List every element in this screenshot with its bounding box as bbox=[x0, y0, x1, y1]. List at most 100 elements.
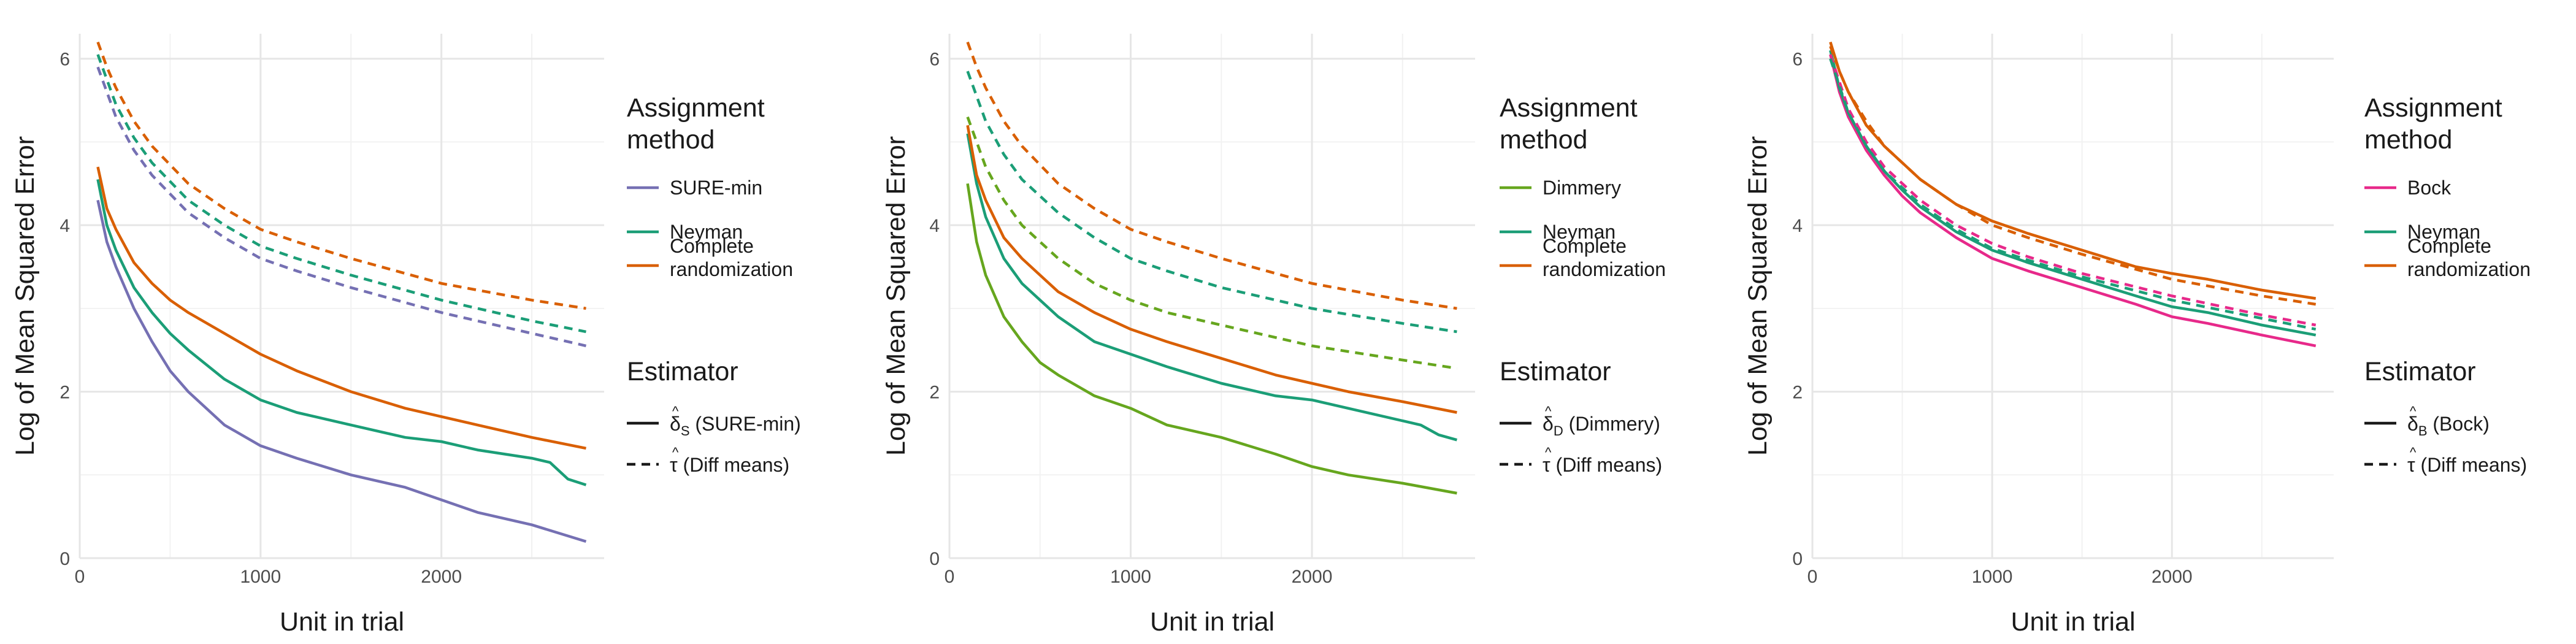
estimator-spacer bbox=[2428, 413, 2433, 435]
y-tick-label: 4 bbox=[929, 216, 940, 236]
legend-label: Complete bbox=[670, 235, 754, 257]
series-line-bock-dashed bbox=[1829, 54, 2317, 327]
series-line-dimmery-dashed bbox=[966, 116, 1457, 370]
x-tick-label: 1000 bbox=[1110, 567, 1151, 587]
series-line-complete-randomization-dashed bbox=[96, 41, 586, 310]
x-tick-label: 2000 bbox=[421, 567, 462, 587]
series-line-neyman-solid bbox=[966, 133, 1458, 442]
y-axis-title: Log of Mean Squared Error bbox=[881, 136, 911, 456]
x-tick-label: 0 bbox=[1807, 567, 1818, 587]
series-line-neyman-solid bbox=[96, 179, 587, 486]
series-line-complete-randomization-dashed bbox=[1829, 45, 2317, 306]
legend-label: randomization bbox=[2407, 258, 2531, 280]
legend-title: method bbox=[1500, 125, 1587, 155]
legend-estimator-title: Estimator bbox=[2364, 357, 2476, 386]
x-tick-label: 2000 bbox=[2152, 567, 2193, 587]
y-tick-label: 6 bbox=[929, 50, 940, 70]
legend-title: method bbox=[627, 125, 715, 155]
estimator-hat: ^ bbox=[672, 404, 679, 419]
x-tick-label: 1000 bbox=[1972, 567, 2013, 587]
estimator-symbol: τ bbox=[1543, 454, 1551, 476]
series-line-complete-randomization-dashed bbox=[966, 41, 1457, 310]
series-line-dimmery-solid bbox=[966, 183, 1457, 495]
legend-title: Assignment bbox=[1500, 93, 1638, 123]
chart-panel-3: 0 1000 2000 0 2 4 6 Unit in trial Log of Mean Sq… bbox=[1743, 34, 2531, 637]
legend-title: Assignment bbox=[2364, 93, 2502, 123]
legend-label: SURE-min bbox=[670, 177, 762, 199]
y-tick-label: 0 bbox=[59, 549, 70, 569]
estimator-hat: ^ bbox=[1545, 404, 1552, 419]
series-line-neyman-dashed bbox=[1829, 58, 2317, 331]
y-axis-title: Log of Mean Squared Error bbox=[1743, 136, 1773, 456]
y-tick-label: 2 bbox=[59, 383, 70, 403]
legend-label: randomization bbox=[670, 258, 793, 280]
estimator-subscript: B bbox=[2418, 423, 2428, 439]
legend-label: Complete bbox=[2407, 235, 2491, 257]
y-tick-label: 2 bbox=[929, 383, 940, 403]
estimator-spacer bbox=[1563, 413, 1569, 435]
legend-estimator-title: Estimator bbox=[627, 357, 738, 386]
estimator-symbol: τ bbox=[2407, 454, 2415, 476]
y-tick-label: 0 bbox=[1792, 549, 1803, 569]
estimator-subscript: S bbox=[681, 423, 690, 439]
y-tick-label: 4 bbox=[1792, 216, 1803, 236]
x-tick-label: 0 bbox=[945, 567, 955, 587]
chart-panel-1: 0 1000 2000 0 2 4 6 Unit in trial Log of Mean Sq… bbox=[10, 34, 801, 637]
y-tick-label: 6 bbox=[1792, 50, 1803, 70]
legend-title: Assignment bbox=[627, 93, 765, 123]
series-line-neyman-dashed bbox=[96, 54, 586, 334]
estimator-name: (SURE-min) bbox=[695, 413, 800, 435]
x-axis-title: Unit in trial bbox=[1150, 607, 1275, 637]
y-tick-label: 2 bbox=[1792, 383, 1803, 403]
series-line-complete-randomization-solid bbox=[966, 125, 1457, 414]
legend-estimator-title: Estimator bbox=[1500, 357, 1611, 386]
x-tick-label: 0 bbox=[75, 567, 85, 587]
chart-panel-2: 0 1000 2000 0 2 4 6 Unit in trial Log of Mean Sq… bbox=[881, 34, 1666, 637]
x-tick-label: 2000 bbox=[1292, 567, 1333, 587]
series-lines bbox=[966, 41, 1458, 495]
series-line-complete-randomization-solid bbox=[96, 166, 586, 450]
estimator-name: (Diff means) bbox=[683, 454, 790, 476]
x-tick-label: 1000 bbox=[240, 567, 281, 587]
legend-label: Neyman bbox=[2407, 221, 2480, 243]
y-tick-label: 0 bbox=[929, 549, 940, 569]
estimator-symbol: δ bbox=[1543, 413, 1554, 435]
estimator-name: (Bock) bbox=[2432, 413, 2489, 435]
legend-estimator-label: δD (Dimmery) bbox=[1543, 413, 1660, 439]
legend-estimator-label: τ (Diff means) bbox=[670, 454, 789, 476]
series-line-bock-solid bbox=[1829, 54, 2317, 348]
legend-label: Neyman bbox=[670, 221, 743, 243]
legend-estimator-label: τ (Diff means) bbox=[2407, 454, 2527, 476]
legend-label: Neyman bbox=[1543, 221, 1616, 243]
legend-label: Bock bbox=[2407, 177, 2451, 199]
y-tick-label: 4 bbox=[59, 216, 70, 236]
series-line-sure-min-dashed bbox=[96, 66, 587, 348]
estimator-name: (Diff means) bbox=[2421, 454, 2528, 476]
series-line-sure-min-solid bbox=[96, 199, 587, 543]
estimator-hat: ^ bbox=[672, 445, 679, 460]
legend-label: Dimmery bbox=[1543, 177, 1621, 199]
estimator-name: (Dimmery) bbox=[1569, 413, 1660, 435]
estimator-hat: ^ bbox=[2410, 445, 2417, 460]
estimator-subscript: D bbox=[1554, 423, 1563, 439]
estimator-symbol: τ bbox=[670, 454, 678, 476]
legend-estimator-label: δS (SURE-min) bbox=[670, 413, 801, 439]
y-axis-title: Log of Mean Squared Error bbox=[10, 136, 40, 456]
legend-estimator-label: δB (Bock) bbox=[2407, 413, 2490, 439]
estimator-hat: ^ bbox=[1545, 445, 1552, 460]
x-axis-title: Unit in trial bbox=[280, 607, 404, 637]
estimator-symbol: δ bbox=[2407, 413, 2418, 435]
series-lines bbox=[96, 41, 587, 543]
x-axis-title: Unit in trial bbox=[2011, 607, 2135, 637]
legend-label: Complete bbox=[1543, 235, 1627, 257]
series-lines bbox=[1829, 41, 2317, 348]
series-line-neyman-dashed bbox=[966, 71, 1457, 334]
legend-title: method bbox=[2364, 125, 2452, 155]
estimator-symbol: δ bbox=[670, 413, 681, 435]
estimator-hat: ^ bbox=[2410, 404, 2417, 419]
estimator-name: (Diff means) bbox=[1556, 454, 1663, 476]
